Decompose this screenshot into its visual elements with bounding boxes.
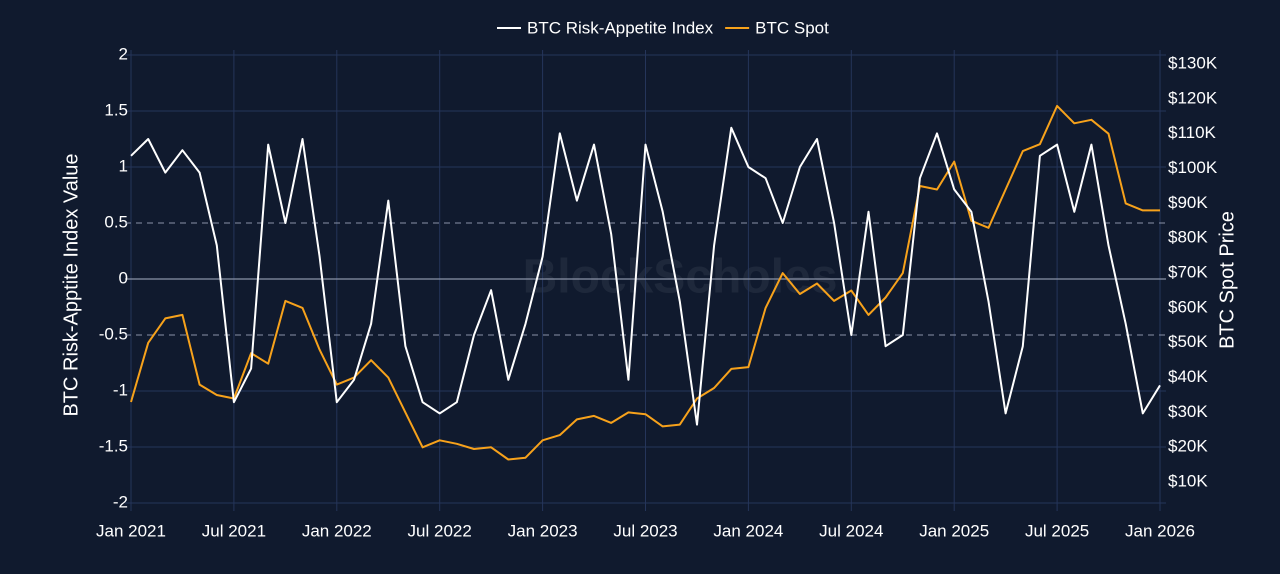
- x-tick-label: Jul 2025: [1025, 521, 1089, 540]
- y2-tick-label: $20K: [1168, 437, 1208, 456]
- x-tick-label: Jan 2026: [1125, 521, 1195, 540]
- x-tick-label: Jan 2022: [302, 521, 372, 540]
- x-tick-label: Jul 2022: [408, 521, 472, 540]
- y2-tick-label: $90K: [1168, 193, 1208, 212]
- y2-tick-label: $30K: [1168, 402, 1208, 421]
- x-tick-label: Jul 2021: [202, 521, 266, 540]
- y2-tick-label: $100K: [1168, 158, 1218, 177]
- line-series: [130, 104, 1160, 461]
- x-tick-label: Jan 2021: [96, 521, 166, 540]
- line-series: [130, 126, 1161, 426]
- y2-tick-label: $40K: [1168, 367, 1208, 386]
- x-tick-label: Jul 2024: [819, 521, 883, 540]
- y2-tick-label: $50K: [1168, 332, 1208, 351]
- y2-axis-title: BTC Spot Price: [1216, 211, 1238, 349]
- y-tick-label: -1: [113, 380, 128, 399]
- x-tick-label: Jan 2025: [919, 521, 989, 540]
- y-tick-label: 1.5: [104, 100, 128, 119]
- y2-tick-label: $130K: [1168, 54, 1218, 73]
- y-tick-label: 0.5: [104, 212, 128, 231]
- y-tick-label: 0: [119, 268, 128, 287]
- y2-tick-label: $70K: [1168, 263, 1208, 282]
- y-tick-label: -1.5: [99, 436, 128, 455]
- y-tick-label: -0.5: [99, 324, 128, 343]
- y-tick-label: 1: [119, 156, 128, 175]
- y2-tick-label: $10K: [1168, 472, 1208, 491]
- y-tick-label: 2: [119, 44, 128, 63]
- y2-tick-label: $120K: [1168, 88, 1218, 107]
- y2-tick-label: $110K: [1168, 123, 1217, 142]
- y2-tick-label: $80K: [1168, 228, 1208, 247]
- legend-text: BTC Risk-Appetite Index: [527, 18, 714, 37]
- x-tick-label: Jul 2023: [613, 521, 677, 540]
- y-axis-title: BTC Risk-Apptite Index Value: [60, 153, 82, 416]
- y2-tick-label: $60K: [1168, 297, 1208, 316]
- x-tick-label: Jan 2024: [713, 521, 783, 540]
- x-tick-label: Jan 2023: [508, 521, 578, 540]
- legend-text: BTC Spot: [755, 18, 829, 37]
- y-tick-label: -2: [113, 492, 128, 511]
- watermark: BlockScholes: [523, 251, 838, 304]
